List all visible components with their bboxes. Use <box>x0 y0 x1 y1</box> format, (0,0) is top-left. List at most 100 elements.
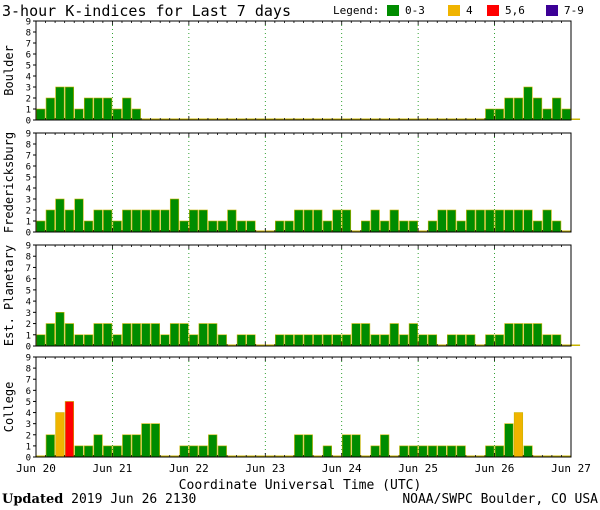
kp-bar-zero <box>36 455 46 457</box>
legend-text-7-9: 7-9 <box>564 3 584 17</box>
kp-bar <box>36 220 46 233</box>
kp-bar-zero <box>265 344 275 346</box>
kp-bar-zero <box>475 455 485 457</box>
y-tick-label: 7 <box>26 376 31 386</box>
legend-text-4: 4 <box>466 3 473 17</box>
kp-bar <box>341 434 352 458</box>
station-label: College <box>2 382 16 433</box>
kp-bar-zero <box>552 455 561 457</box>
kp-bar <box>523 209 533 233</box>
kp-bar <box>103 209 113 233</box>
kp-bar <box>246 334 256 347</box>
kp-bar <box>389 323 399 347</box>
kp-bar <box>294 334 304 347</box>
kp-bar <box>504 423 514 458</box>
kp-bar <box>370 445 380 458</box>
kp-bar <box>322 445 332 458</box>
kp-bar <box>361 323 371 347</box>
panel-frame <box>35 132 572 233</box>
kp-bar-zero <box>160 455 170 457</box>
kp-bar <box>399 220 409 233</box>
kp-bar <box>427 220 438 233</box>
kp-bar <box>418 334 428 347</box>
y-tick-label: 2 <box>26 431 31 441</box>
x-tick-label: Jun 25 <box>398 462 438 475</box>
x-axis-title: Coordinate Universal Time (UTC) <box>178 478 422 493</box>
updated-value: 2019 Jun 26 2130 <box>71 492 197 507</box>
panel-frame <box>35 356 572 458</box>
kp-bar-zero <box>323 118 332 120</box>
kp-bar <box>485 445 495 458</box>
y-tick-label: 2 <box>26 320 31 330</box>
x-tick-label: Jun 20 <box>16 462 56 475</box>
kp-bar <box>64 323 75 347</box>
kp-bar <box>284 220 294 233</box>
kp-bar <box>217 445 227 458</box>
kp-bar <box>475 209 485 233</box>
kp-bar <box>83 97 94 121</box>
kp-bar <box>131 108 141 121</box>
kp-bar <box>179 445 189 458</box>
y-tick-label: 0 <box>26 343 31 353</box>
y-tick-label: 5 <box>26 174 31 184</box>
kp-bar <box>160 209 170 233</box>
kp-bar <box>122 209 132 233</box>
kp-bar <box>513 209 524 233</box>
kp-bar <box>198 209 208 233</box>
kp-bar <box>169 198 180 233</box>
kp-bar <box>523 445 533 458</box>
y-tick-label: 7 <box>26 40 31 50</box>
kp-bar <box>380 220 390 233</box>
y-tick-label: 1 <box>26 218 31 228</box>
kp-bar <box>208 220 218 233</box>
y-tick-label: 2 <box>26 207 31 217</box>
kp-bar-zero <box>428 118 437 120</box>
kp-bar <box>55 198 65 233</box>
kp-bar <box>437 445 447 458</box>
kp-bar <box>284 334 294 347</box>
kp-bar <box>141 323 151 347</box>
kp-bar <box>303 434 313 458</box>
y-tick-label: 1 <box>26 331 31 341</box>
updated-label: Updated <box>2 492 64 507</box>
y-tick-label: 0 <box>26 117 31 127</box>
y-tick-label: 5 <box>26 286 31 296</box>
kp-bar-zero <box>361 455 370 457</box>
kp-bar <box>198 445 208 458</box>
kp-bar-zero <box>227 344 237 346</box>
kp-bar-zero <box>313 118 323 120</box>
kp-bar <box>494 445 504 458</box>
kp-bar <box>208 323 218 347</box>
kp-bar <box>370 209 380 233</box>
kp-bar <box>131 434 141 458</box>
y-tick-label: 0 <box>26 454 31 464</box>
kp-bar <box>189 209 199 233</box>
kp-bar <box>542 334 552 347</box>
kp-bar <box>532 220 543 233</box>
kp-bar <box>332 209 342 233</box>
kp-bar-zero <box>151 118 160 120</box>
kp-bar <box>322 220 332 233</box>
updated-timestamp: Updated 2019 Jun 26 2130 <box>2 492 196 507</box>
y-tick-label: 9 <box>26 354 31 364</box>
kp-bar <box>532 323 543 347</box>
kp-bar-zero <box>561 230 571 232</box>
kp-bar-zero <box>399 118 409 120</box>
kp-bar <box>45 209 55 233</box>
kp-bar <box>45 434 55 458</box>
kp-bar <box>55 86 65 121</box>
kp-bar <box>322 334 332 347</box>
kp-bar-zero <box>351 230 361 232</box>
x-tick-label: Jun 27 <box>551 462 591 475</box>
kp-bar <box>103 445 113 458</box>
kp-bar <box>45 323 55 347</box>
kp-bar-zero <box>542 455 552 457</box>
kp-bar-zero <box>533 455 542 457</box>
kp-bar <box>389 209 399 233</box>
kp-bar <box>179 323 189 347</box>
y-tick-label: 4 <box>26 185 31 195</box>
kp-bar-zero <box>466 455 475 457</box>
kp-bar-zero <box>409 118 418 120</box>
kp-bar <box>131 209 141 233</box>
kp-bar-zero <box>170 118 179 120</box>
